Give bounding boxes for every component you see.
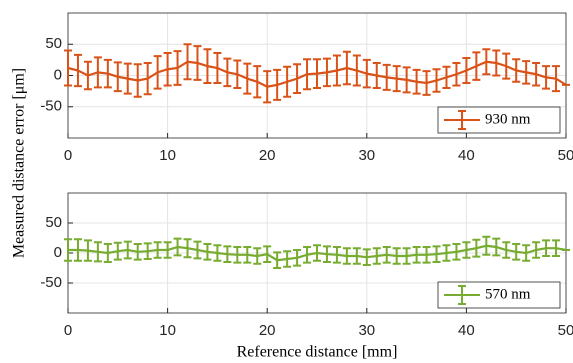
y-tick-label: -50 (40, 274, 62, 291)
x-tick-label: 0 (64, 147, 72, 164)
y-tick-label: 50 (45, 214, 62, 231)
x-tick-label: 40 (458, 147, 475, 164)
x-axis-label: Reference distance [mm] (237, 344, 398, 361)
x-tick-label: 50 (558, 322, 573, 339)
x-tick-label: 20 (259, 322, 276, 339)
y-tick-label: -50 (40, 98, 62, 115)
y-tick-label: 0 (54, 66, 62, 83)
legend-label: 930 nm (485, 111, 531, 127)
y-axis-label: Measured distance error [μm] (11, 68, 28, 258)
y-tick-label: 0 (54, 244, 62, 261)
legend-icon (444, 110, 480, 130)
x-tick-label: 0 (64, 322, 72, 339)
legend-label: 570 nm (485, 286, 531, 302)
x-tick-label: 50 (558, 147, 573, 164)
x-tick-label: 40 (458, 322, 475, 339)
legend-icon (444, 285, 480, 305)
series-line (67, 60, 567, 88)
y-tick-label: 50 (45, 35, 62, 52)
x-tick-label: 10 (159, 322, 176, 339)
x-tick-label: 30 (358, 322, 375, 339)
x-tick-label: 10 (159, 147, 176, 164)
x-tick-label: 20 (259, 147, 276, 164)
x-tick-label: 30 (358, 147, 375, 164)
series-line (68, 244, 567, 262)
